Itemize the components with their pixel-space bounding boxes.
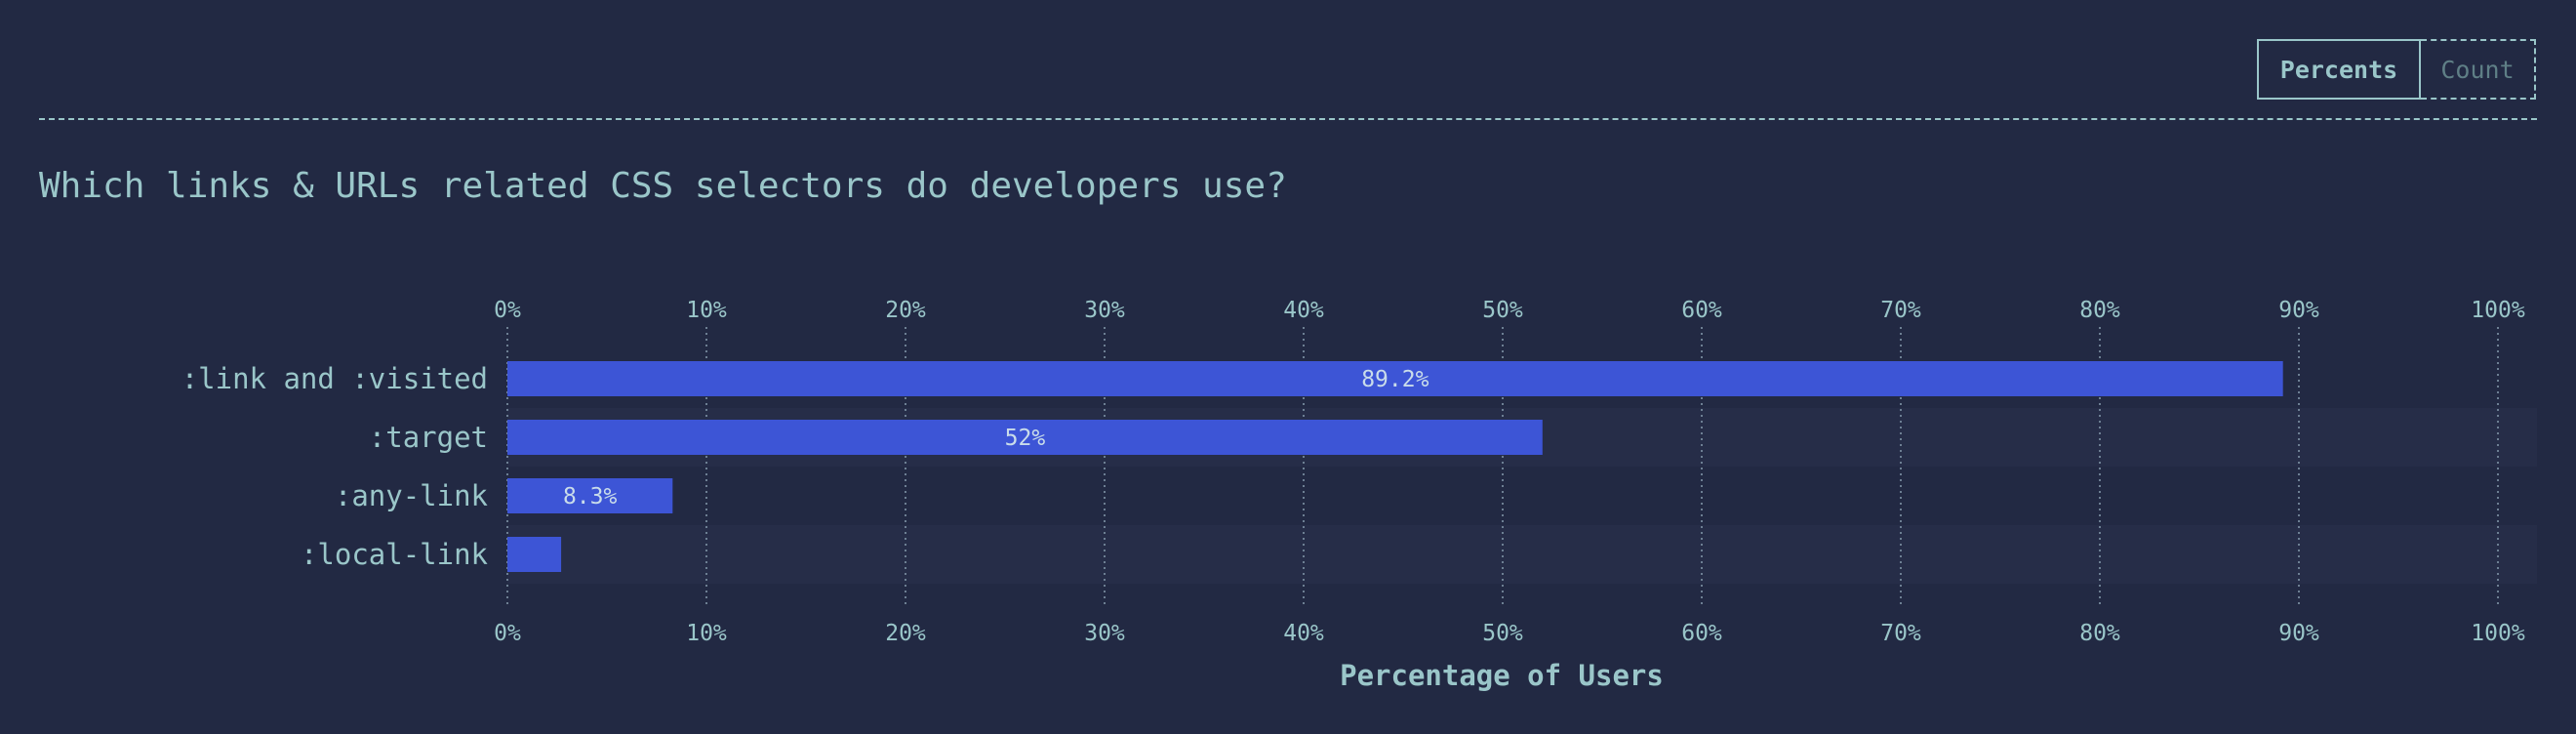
tick-label-bottom: 10% xyxy=(686,621,727,646)
tick-label-bottom: 90% xyxy=(2278,621,2319,646)
tick-label-top: 60% xyxy=(1681,298,1722,323)
top-axis: 0% 10% 20% 30% 40% 50% 60% 70% 80% 90% 100% xyxy=(494,298,2525,323)
tick-label-top: 90% xyxy=(2278,298,2319,323)
bar-value-labels: 89.2% 52% 8.3% xyxy=(563,367,1429,510)
tick-label-bottom: 70% xyxy=(1880,621,1921,646)
tick-label-bottom: 20% xyxy=(885,621,926,646)
count-button[interactable]: Count xyxy=(2421,39,2536,100)
tick-label-top: 0% xyxy=(494,298,521,323)
category-label: :target xyxy=(369,421,488,454)
tick-label-bottom: 100% xyxy=(2471,621,2525,646)
row-stripe xyxy=(507,525,2537,584)
bar xyxy=(507,478,673,513)
category-label: :link and :visited xyxy=(181,362,488,395)
category-label: :local-link xyxy=(301,538,489,571)
tick-label-top: 100% xyxy=(2471,298,2525,323)
bar-value-label: 8.3% xyxy=(563,484,618,510)
tick-label-top: 30% xyxy=(1084,298,1125,323)
bar-value-label: 89.2% xyxy=(1361,367,1429,392)
tick-label-bottom: 40% xyxy=(1283,621,1324,646)
bottom-axis: 0% 10% 20% 30% 40% 50% 60% 70% 80% 90% 100% xyxy=(494,621,2525,646)
category-labels: :link and :visited :target :any-link :local… xyxy=(181,362,489,571)
bar xyxy=(507,537,562,572)
tick-label-bottom: 80% xyxy=(2079,621,2120,646)
bar-value-label: 52% xyxy=(1005,426,1046,451)
tick-label-top: 80% xyxy=(2079,298,2120,323)
tick-label-top: 40% xyxy=(1283,298,1324,323)
bar xyxy=(507,361,2283,396)
header-divider xyxy=(39,118,2537,120)
tick-label-bottom: 50% xyxy=(1482,621,1523,646)
units-toggle: Percents Count xyxy=(2257,39,2536,100)
tick-label-top: 10% xyxy=(686,298,727,323)
tick-label-bottom: 30% xyxy=(1084,621,1125,646)
percents-button[interactable]: Percents xyxy=(2257,39,2421,100)
category-label: :any-link xyxy=(335,479,489,512)
tick-label-top: 20% xyxy=(885,298,926,323)
chart-title: Which links & URLs related CSS selectors… xyxy=(39,166,1287,206)
tick-label-top: 50% xyxy=(1482,298,1523,323)
tick-label-bottom: 60% xyxy=(1681,621,1722,646)
bars xyxy=(507,361,2283,572)
tick-label-top: 70% xyxy=(1880,298,1921,323)
tick-label-bottom: 0% xyxy=(494,621,521,646)
bar xyxy=(507,420,1543,455)
x-axis-label: Percentage of Users xyxy=(1340,659,1664,692)
